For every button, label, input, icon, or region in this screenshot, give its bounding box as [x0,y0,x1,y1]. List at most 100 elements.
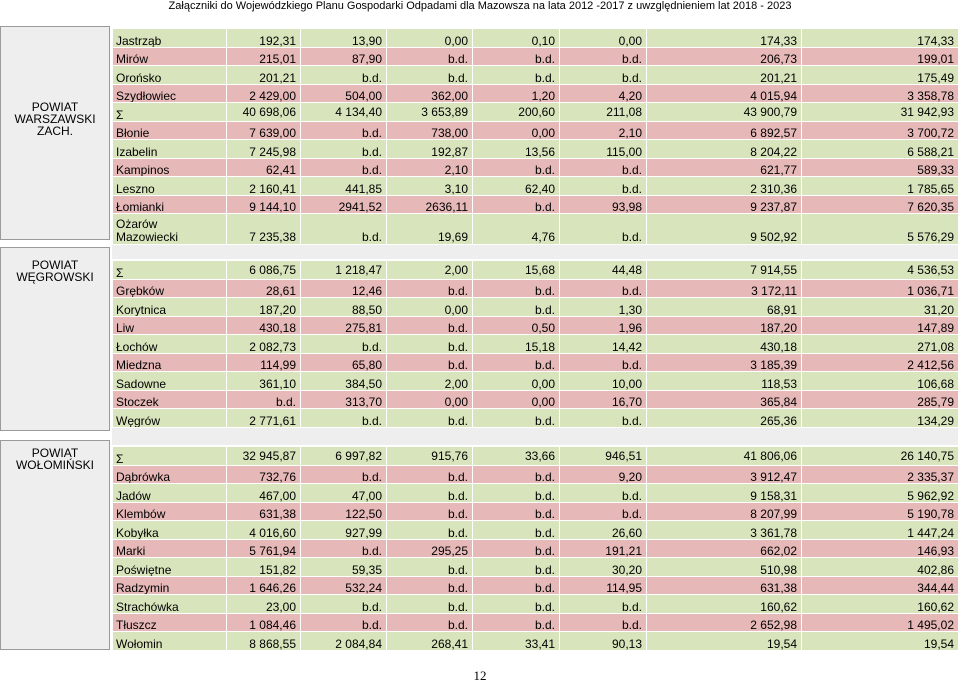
value-cell-5: b.d. [559,46,647,66]
value-cell-6: 206,73 [646,46,802,66]
value-cell-3: b.d. [386,315,473,335]
value-cell-3: b.d. [386,520,473,540]
municipality-name: Σ [116,451,124,465]
value-cell-7: 1 447,24 [801,520,959,540]
value-cell-2: 87,90 [300,46,387,66]
value-cell-6: 2 310,36 [646,176,802,196]
value-cell-3: 3 653,89 [386,102,473,122]
value-cell-5: b.d. [559,594,647,614]
municipality-name: Poświętne [116,562,172,576]
value-cell-2: 12,46 [300,278,387,298]
value-cell-4: b.d. [472,194,560,214]
municipality-name: Korytnica [116,302,167,316]
value-cell-2: b.d. [300,612,387,632]
table-row: Jadów 467,00 47,00 b.d. b.d. b.d. 9 158,31 5 96… [112,483,959,503]
value-cell-2: b.d. [300,213,387,245]
value-cell-1: b.d. [226,389,301,409]
municipality-name: Mirów [116,52,148,66]
table-row: Liw 430,18 275,81 b.d. 0,50 1,96 187,20 147,89 [112,315,959,335]
municipality-cell: Błonie [112,120,227,140]
value-cell-4: b.d. [472,408,560,428]
table-row: Leszno 2 160,41 441,85 3,10 62,40 b.d. 2 310,3… [112,176,959,196]
municipality-name: Błonie [116,126,150,140]
value-cell-6: 662,02 [646,538,802,558]
value-cell-2: 13,90 [300,28,387,48]
value-cell-6: 9 237,87 [646,194,802,214]
value-cell-1: 192,31 [226,28,301,48]
value-cell-1: 201,21 [226,65,301,85]
county-cell-wolominski: POWIAT WOŁOMIŃSKI [0,440,110,650]
table-row: Jastrząb 192,31 13,90 0,00 0,10 0,00 174,33 174… [112,28,959,48]
value-cell-6: 19,54 [646,631,802,651]
county-label: POWIAT WARSZAWSKI ZACH. [14,100,96,138]
value-cell-3: b.d. [386,46,473,66]
value-cell-5: 2,10 [559,120,647,140]
value-cell-4: b.d. [472,612,560,632]
value-cell-2: b.d. [300,65,387,85]
municipality-name: Szydłowiec [116,89,177,103]
section-separator [112,428,958,445]
value-cell-7: 31,20 [801,297,959,317]
value-cell-6: 187,20 [646,315,802,335]
municipality-name: Łomianki [116,200,165,214]
value-cell-4: b.d. [472,520,560,540]
municipality-cell: Tłuszcz [112,612,227,632]
value-cell-7: 1 036,71 [801,278,959,298]
municipality-cell: Leszno [112,176,227,196]
value-cell-3: b.d. [386,65,473,85]
value-cell-1: 5 761,94 [226,538,301,558]
county-label: POWIAT WOŁOMIŃSKI [15,446,94,472]
table-row: Dąbrówka 732,76 b.d. b.d. b.d. 9,20 3 912,47 2 … [112,464,959,484]
municipality-name: Kobyłka [116,525,159,539]
value-cell-2: b.d. [300,538,387,558]
value-cell-7: 5 962,92 [801,483,959,503]
municipality-cell: Kobyłka [112,520,227,540]
municipality-cell: Klembów [112,501,227,521]
document-header: Załączniki do Wojewódzkiego Planu Gospod… [168,0,792,12]
municipality-name: Leszno [116,181,155,195]
municipality-cell: Σ [112,446,227,466]
value-cell-4: 13,56 [472,139,560,159]
table-row: Sadowne 361,10 384,50 2,00 0,00 10,00 118,53 10… [112,371,959,391]
value-cell-6: 430,18 [646,334,802,354]
value-cell-2: 65,80 [300,352,387,372]
municipality-cell: Łochów [112,334,227,354]
value-cell-5: b.d. [559,501,647,521]
value-cell-4: b.d. [472,65,560,85]
data-table-wolominski: Σ 32 945,87 6 997,82 915,76 33,66 946,51 41 80… [112,446,959,651]
value-cell-2: 313,70 [300,389,387,409]
value-cell-5: 90,13 [559,631,647,651]
value-cell-4: 4,76 [472,213,560,245]
value-cell-7: 3 358,78 [801,83,959,103]
value-cell-6: 201,21 [646,65,802,85]
value-cell-5: b.d. [559,157,647,177]
municipality-cell: Szydłowiec [112,83,227,103]
value-cell-7: 402,86 [801,557,959,577]
table-row: Miedzna 114,99 65,80 b.d. b.d. b.d. 3 185,39 2 … [112,352,959,372]
municipality-name: Stoczek [116,395,159,409]
table-row: Strachówka 23,00 b.d. b.d. b.d. b.d. 160,62 160… [112,594,959,614]
value-cell-4: 1,20 [472,83,560,103]
value-cell-6: 6 892,57 [646,120,802,140]
value-cell-1: 2 429,00 [226,83,301,103]
value-cell-4: b.d. [472,464,560,484]
table-row: Tłuszcz 1 084,46 b.d. b.d. b.d. b.d. 2 652,98 1… [112,612,959,632]
table-row: Węgrów 2 771,61 b.d. b.d. b.d. b.d. 265,36 134,… [112,408,959,428]
table-row: Izabelin 7 245,98 b.d. 192,87 13,56 115,00 8 2… [112,139,959,159]
value-cell-5: 4,20 [559,83,647,103]
value-cell-2: b.d. [300,408,387,428]
table-row: Korytnica 187,20 88,50 0,00 b.d. 1,30 68,91 31,… [112,297,959,317]
municipality-cell: Σ [112,102,227,122]
value-cell-4: 200,60 [472,102,560,122]
value-cell-2: 6 997,82 [300,446,387,466]
value-cell-1: 7 245,98 [226,139,301,159]
value-cell-2: 1 218,47 [300,260,387,280]
value-cell-7: 4 536,53 [801,260,959,280]
value-cell-5: 10,00 [559,371,647,391]
value-cell-5: b.d. [559,213,647,245]
value-cell-6: 160,62 [646,594,802,614]
value-cell-2: 441,85 [300,176,387,196]
value-cell-3: b.d. [386,612,473,632]
